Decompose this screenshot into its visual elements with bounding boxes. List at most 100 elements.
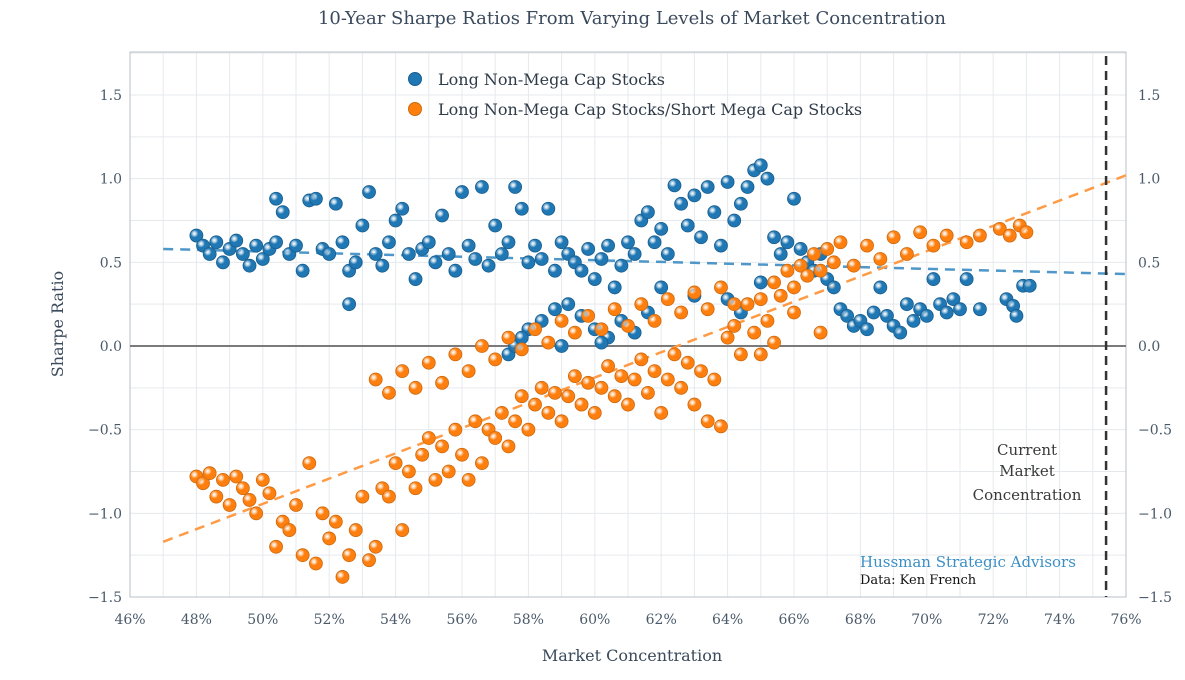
point-long-non-mega <box>421 235 436 250</box>
point-long-non-mega <box>733 196 748 211</box>
point-long-non-mega <box>660 247 675 261</box>
point-long-short <box>660 292 675 307</box>
y-tick-label-left: −1.0 <box>88 506 122 522</box>
point-long-non-mega <box>594 335 609 350</box>
point-long-non-mega <box>375 258 390 273</box>
current-concentration-annotation: Current Market Concentration <box>973 441 1082 504</box>
point-long-short <box>494 406 509 420</box>
point-long-non-mega <box>740 180 755 194</box>
point-long-short <box>720 330 735 345</box>
y-tick-label-right: −1.5 <box>1138 590 1172 606</box>
brand-name: Hussman Strategic Advisors <box>860 553 1076 571</box>
point-long-non-mega <box>654 221 669 236</box>
point-long-non-mega <box>973 302 987 317</box>
point-long-short <box>395 523 410 537</box>
point-long-short <box>448 347 463 362</box>
point-long-short <box>820 242 835 256</box>
point-long-short <box>514 389 529 404</box>
point-long-short <box>826 255 841 270</box>
point-long-non-mega <box>322 247 337 261</box>
point-long-short <box>567 369 582 384</box>
point-long-short <box>521 422 536 437</box>
point-long-short <box>315 506 330 521</box>
x-tick-label: 74% <box>1044 612 1075 628</box>
point-long-short <box>733 347 748 362</box>
point-long-non-mega <box>189 228 204 243</box>
point-long-short <box>408 380 423 395</box>
point-long-short <box>415 447 430 462</box>
point-long-non-mega <box>860 322 874 337</box>
point-long-short <box>342 548 357 563</box>
point-long-non-mega <box>448 263 463 278</box>
point-long-non-mega <box>202 247 217 261</box>
point-long-short <box>362 553 376 568</box>
point-long-short <box>328 514 343 529</box>
point-long-non-mega <box>388 213 403 228</box>
point-long-short <box>488 352 503 367</box>
point-long-non-mega <box>521 255 536 270</box>
y-axis-title: Sharpe Ratio <box>48 271 67 377</box>
point-long-short <box>594 380 609 395</box>
point-long-short <box>382 385 396 400</box>
annotation-line-3: Concentration <box>973 486 1082 504</box>
point-long-short <box>727 297 742 312</box>
point-long-non-mega <box>481 258 496 273</box>
point-long-non-mega <box>953 302 967 317</box>
point-long-non-mega <box>554 235 569 250</box>
point-long-short <box>528 322 542 337</box>
point-long-non-mega <box>687 188 702 203</box>
point-long-short <box>441 464 456 479</box>
point-long-short <box>800 268 815 283</box>
point-long-short <box>700 414 715 429</box>
point-long-non-mega <box>581 242 596 256</box>
point-long-short <box>926 238 941 253</box>
x-tick-labels: 46% 48% 50% 52% 54% 56% 58% 60% 62% 64% 66% 68% 70% 7… <box>114 612 1141 628</box>
point-long-short <box>541 406 556 420</box>
point-long-non-mega <box>382 235 396 250</box>
point-long-short <box>196 476 210 491</box>
point-long-short <box>813 325 828 340</box>
point-long-non-mega <box>899 297 914 312</box>
point-long-non-mega <box>368 247 383 261</box>
point-long-short <box>587 406 602 420</box>
point-long-non-mega <box>548 263 562 278</box>
point-long-non-mega <box>926 272 941 286</box>
point-long-non-mega <box>441 247 456 261</box>
point-long-non-mega <box>342 297 357 312</box>
point-long-short <box>249 506 264 521</box>
point-long-non-mega <box>906 313 921 328</box>
point-long-non-mega <box>594 252 609 266</box>
point-long-non-mega <box>335 235 350 250</box>
point-long-non-mega <box>773 247 788 261</box>
point-long-non-mega <box>561 297 576 312</box>
x-tick-label: 58% <box>513 612 544 628</box>
y-tick-label-left: 1.5 <box>100 88 122 104</box>
y-tick-label-left: 0.0 <box>100 339 122 355</box>
point-long-short <box>262 486 277 501</box>
point-long-short <box>309 556 323 571</box>
x-axis-title: Market Concentration <box>542 646 722 665</box>
point-long-non-mega <box>534 252 549 266</box>
point-long-short <box>634 297 649 312</box>
point-long-non-mega <box>461 238 476 253</box>
point-long-non-mega <box>475 180 489 194</box>
point-long-short <box>282 523 297 537</box>
point-long-non-mega <box>601 238 615 253</box>
point-long-short <box>382 489 396 504</box>
point-long-short <box>992 221 1007 236</box>
point-long-short <box>548 385 562 400</box>
point-long-short <box>913 225 928 240</box>
point-long-short <box>222 498 237 512</box>
point-long-short <box>501 439 516 454</box>
point-long-non-mega <box>880 308 894 323</box>
point-long-short <box>255 472 270 487</box>
point-long-short <box>289 498 303 512</box>
point-long-short <box>475 456 489 471</box>
point-long-non-mega <box>428 255 443 270</box>
chart-title: 10-Year Sharpe Ratios From Varying Level… <box>318 8 946 29</box>
point-long-short <box>295 548 310 563</box>
point-long-non-mega <box>494 247 509 261</box>
point-long-non-mega <box>753 158 768 173</box>
point-long-short <box>581 375 596 390</box>
